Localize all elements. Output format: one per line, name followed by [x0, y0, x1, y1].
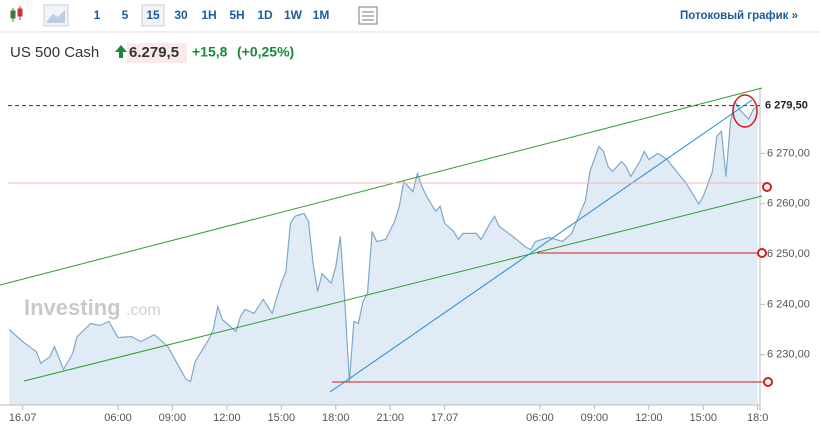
x-tick-label: 06:00 [104, 412, 132, 424]
x-tick-label: 18:00 [322, 412, 350, 424]
y-tick-label: 6 270,00 [767, 147, 810, 159]
x-tick-label: 17.07 [431, 412, 459, 424]
price: 6.279,5 [129, 44, 179, 61]
change: +15,8 [192, 44, 228, 60]
interval-button[interactable]: 1H [201, 8, 216, 22]
watermark-suffix: .com [126, 302, 161, 319]
x-tick-label: 06:00 [526, 412, 554, 424]
x-tick-label: 12:00 [635, 412, 663, 424]
level-handle[interactable] [763, 377, 773, 387]
y-tick-label: 6 230,00 [767, 349, 810, 361]
x-tick-label: 15:00 [690, 412, 718, 424]
level-handle[interactable] [757, 248, 767, 258]
change-pct: (+0,25%) [237, 44, 294, 60]
x-tick-label: 18:0 [747, 412, 768, 424]
interval-button[interactable]: 15 [146, 8, 160, 22]
streaming-link[interactable]: Потоковый график » [680, 10, 798, 22]
trend-channel-upper [0, 87, 763, 286]
instrument-name: US 500 Cash [10, 44, 99, 61]
watermark-brand: Investing [24, 295, 121, 320]
interval-button[interactable]: 1W [284, 8, 303, 22]
level-handle[interactable] [762, 182, 772, 192]
interval-button[interactable]: 5 [122, 8, 129, 22]
price-line [8, 99, 759, 383]
interval-button[interactable]: 30 [174, 8, 188, 22]
y-tick-label: 6 240,00 [767, 298, 810, 310]
last-price-label: 6 279,50 [765, 100, 808, 112]
selected-interval-box [141, 4, 165, 27]
up-arrow [115, 45, 127, 58]
interval-button[interactable]: 1M [313, 8, 330, 22]
area-fill [9, 101, 758, 405]
x-tick-label: 09:00 [581, 412, 609, 424]
x-tick-label: 16.07 [9, 412, 37, 424]
interval-button[interactable]: 1 [94, 8, 101, 22]
trend-line [329, 99, 753, 393]
highlight-ellipse [732, 94, 758, 128]
area-icon[interactable] [43, 4, 69, 27]
y-tick-label: 6 260,00 [767, 198, 810, 210]
settings-icon[interactable] [358, 6, 378, 25]
x-tick-label: 21:00 [376, 412, 404, 424]
candle-icon[interactable] [10, 6, 23, 22]
x-tick-label: 09:00 [159, 412, 187, 424]
interval-button[interactable]: 5H [229, 8, 244, 22]
x-tick-label: 15:00 [268, 412, 296, 424]
price-highlight [127, 43, 187, 63]
interval-button[interactable]: 1D [257, 8, 273, 22]
x-tick-label: 12:00 [213, 412, 241, 424]
trend-channel-lower [23, 195, 763, 382]
y-tick-label: 6 250,00 [767, 248, 810, 260]
